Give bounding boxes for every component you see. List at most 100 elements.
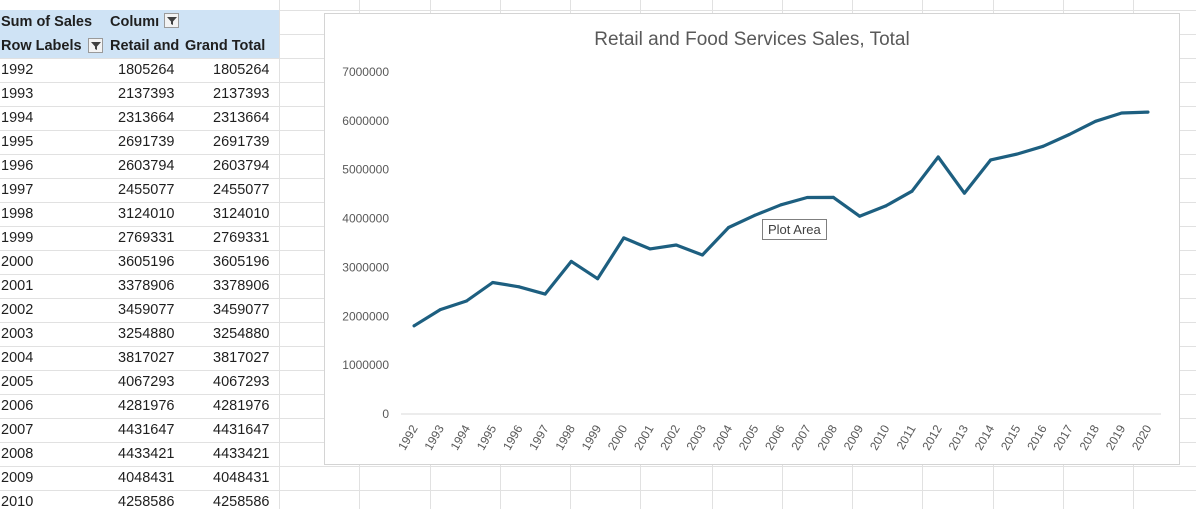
grand-total-value[interactable]: 2769331 xyxy=(213,230,270,246)
data-point[interactable] xyxy=(910,189,914,193)
retail-value[interactable]: 3605196 xyxy=(118,254,175,270)
column-filter-button[interactable] xyxy=(164,13,179,28)
data-point[interactable] xyxy=(1041,144,1045,148)
row-labels-header[interactable]: Row Labels xyxy=(1,38,82,54)
data-point[interactable] xyxy=(648,247,652,251)
data-point[interactable] xyxy=(727,226,731,230)
column-labels-header[interactable]: Columı xyxy=(110,14,160,30)
grand-total-value[interactable]: 1805264 xyxy=(213,62,270,78)
data-point[interactable] xyxy=(858,214,862,218)
grand-total-value[interactable]: 3254880 xyxy=(213,326,270,342)
retail-value[interactable]: 2769331 xyxy=(118,230,175,246)
row-label-year[interactable]: 1993 xyxy=(1,86,34,102)
table-row: 1997 2455077 2455077 xyxy=(0,178,279,202)
data-point[interactable] xyxy=(805,195,809,199)
data-point[interactable] xyxy=(1015,152,1019,156)
pivot-header-row-2: Row Labels Retail and Grand Total xyxy=(0,34,279,58)
data-point[interactable] xyxy=(936,155,940,159)
row-label-year[interactable]: 2006 xyxy=(1,398,34,414)
data-point[interactable] xyxy=(465,299,469,303)
grand-total-value[interactable]: 2603794 xyxy=(213,158,270,174)
row-label-year[interactable]: 1997 xyxy=(1,182,34,198)
retail-value[interactable]: 4433421 xyxy=(118,446,175,462)
y-tick-label: 7000000 xyxy=(342,65,389,79)
grand-total-value[interactable]: 4281976 xyxy=(213,398,270,414)
retail-value[interactable]: 3124010 xyxy=(118,206,175,222)
grand-total-value[interactable]: 2313664 xyxy=(213,110,270,126)
grand-total-value[interactable]: 3817027 xyxy=(213,350,270,366)
data-point[interactable] xyxy=(779,203,783,207)
retail-value[interactable]: 3459077 xyxy=(118,302,175,318)
chart-plot-svg[interactable]: 0 1000000 2000000 3000000 4000000 5000000 6000… xyxy=(325,14,1181,466)
data-point[interactable] xyxy=(517,285,521,289)
retail-value[interactable]: 4258586 xyxy=(118,494,175,510)
data-point[interactable] xyxy=(700,253,704,257)
data-point[interactable] xyxy=(438,308,442,312)
row-filter-button[interactable] xyxy=(88,38,103,53)
row-label-year[interactable]: 2002 xyxy=(1,302,34,318)
row-label-year[interactable]: 1998 xyxy=(1,206,34,222)
grand-total-value[interactable]: 4433421 xyxy=(213,446,270,462)
retail-value[interactable]: 2691739 xyxy=(118,134,175,150)
row-label-year[interactable]: 2001 xyxy=(1,278,34,294)
retail-value[interactable]: 4281976 xyxy=(118,398,175,414)
row-label-year[interactable]: 2005 xyxy=(1,374,34,390)
data-point[interactable] xyxy=(831,195,835,199)
row-label-year[interactable]: 2007 xyxy=(1,422,34,438)
row-label-year[interactable]: 1996 xyxy=(1,158,34,174)
grand-total-value[interactable]: 4067293 xyxy=(213,374,270,390)
grand-total-value[interactable]: 3378906 xyxy=(213,278,270,294)
retail-value[interactable]: 4431647 xyxy=(118,422,175,438)
retail-value[interactable]: 3254880 xyxy=(118,326,175,342)
data-point[interactable] xyxy=(962,191,966,195)
retail-value[interactable]: 2313664 xyxy=(118,110,175,126)
retail-value[interactable]: 1805264 xyxy=(118,62,175,78)
retail-value[interactable]: 2455077 xyxy=(118,182,175,198)
row-label-year[interactable]: 1999 xyxy=(1,230,34,246)
data-point[interactable] xyxy=(1093,119,1097,123)
row-label-year[interactable]: 1995 xyxy=(1,134,34,150)
data-point[interactable] xyxy=(543,292,547,296)
retail-value[interactable]: 4048431 xyxy=(118,470,175,486)
chart-title: Retail and Food Services Sales, Total xyxy=(594,29,910,50)
row-label-year[interactable]: 1992 xyxy=(1,62,34,78)
x-tick-label: 2005 xyxy=(736,422,762,452)
retail-value[interactable]: 3378906 xyxy=(118,278,175,294)
row-label-year[interactable]: 1994 xyxy=(1,110,34,126)
grand-total-value[interactable]: 3605196 xyxy=(213,254,270,270)
retail-value[interactable]: 4067293 xyxy=(118,374,175,390)
grand-total-value[interactable]: 2455077 xyxy=(213,182,270,198)
data-point[interactable] xyxy=(989,158,993,162)
data-point[interactable] xyxy=(1146,110,1150,114)
data-point[interactable] xyxy=(412,324,416,328)
retail-value[interactable]: 2603794 xyxy=(118,158,175,174)
grand-total-value[interactable]: 2137393 xyxy=(213,86,270,102)
row-label-year[interactable]: 2008 xyxy=(1,446,34,462)
x-tick-label: 1995 xyxy=(474,422,500,452)
data-point[interactable] xyxy=(491,280,495,284)
retail-value[interactable]: 2137393 xyxy=(118,86,175,102)
data-point[interactable] xyxy=(622,236,626,240)
data-point[interactable] xyxy=(884,204,888,208)
data-point[interactable] xyxy=(753,213,757,217)
row-label-year[interactable]: 2000 xyxy=(1,254,34,270)
grand-total-value[interactable]: 3459077 xyxy=(213,302,270,318)
grand-total-value[interactable]: 4258586 xyxy=(213,494,270,510)
x-tick-label: 2001 xyxy=(631,422,657,452)
data-point[interactable] xyxy=(569,259,573,263)
grand-total-value[interactable]: 4048431 xyxy=(213,470,270,486)
retail-value[interactable]: 3817027 xyxy=(118,350,175,366)
grand-total-value[interactable]: 3124010 xyxy=(213,206,270,222)
grand-total-value[interactable]: 2691739 xyxy=(213,134,270,150)
plot-area-tooltip: Plot Area xyxy=(762,219,827,240)
row-label-year[interactable]: 2010 xyxy=(1,494,34,510)
data-point[interactable] xyxy=(1067,133,1071,137)
row-label-year[interactable]: 2009 xyxy=(1,470,34,486)
data-point[interactable] xyxy=(596,277,600,281)
data-point[interactable] xyxy=(674,243,678,247)
row-label-year[interactable]: 2003 xyxy=(1,326,34,342)
grand-total-value[interactable]: 4431647 xyxy=(213,422,270,438)
row-label-year[interactable]: 2004 xyxy=(1,350,34,366)
data-point[interactable] xyxy=(1120,111,1124,115)
